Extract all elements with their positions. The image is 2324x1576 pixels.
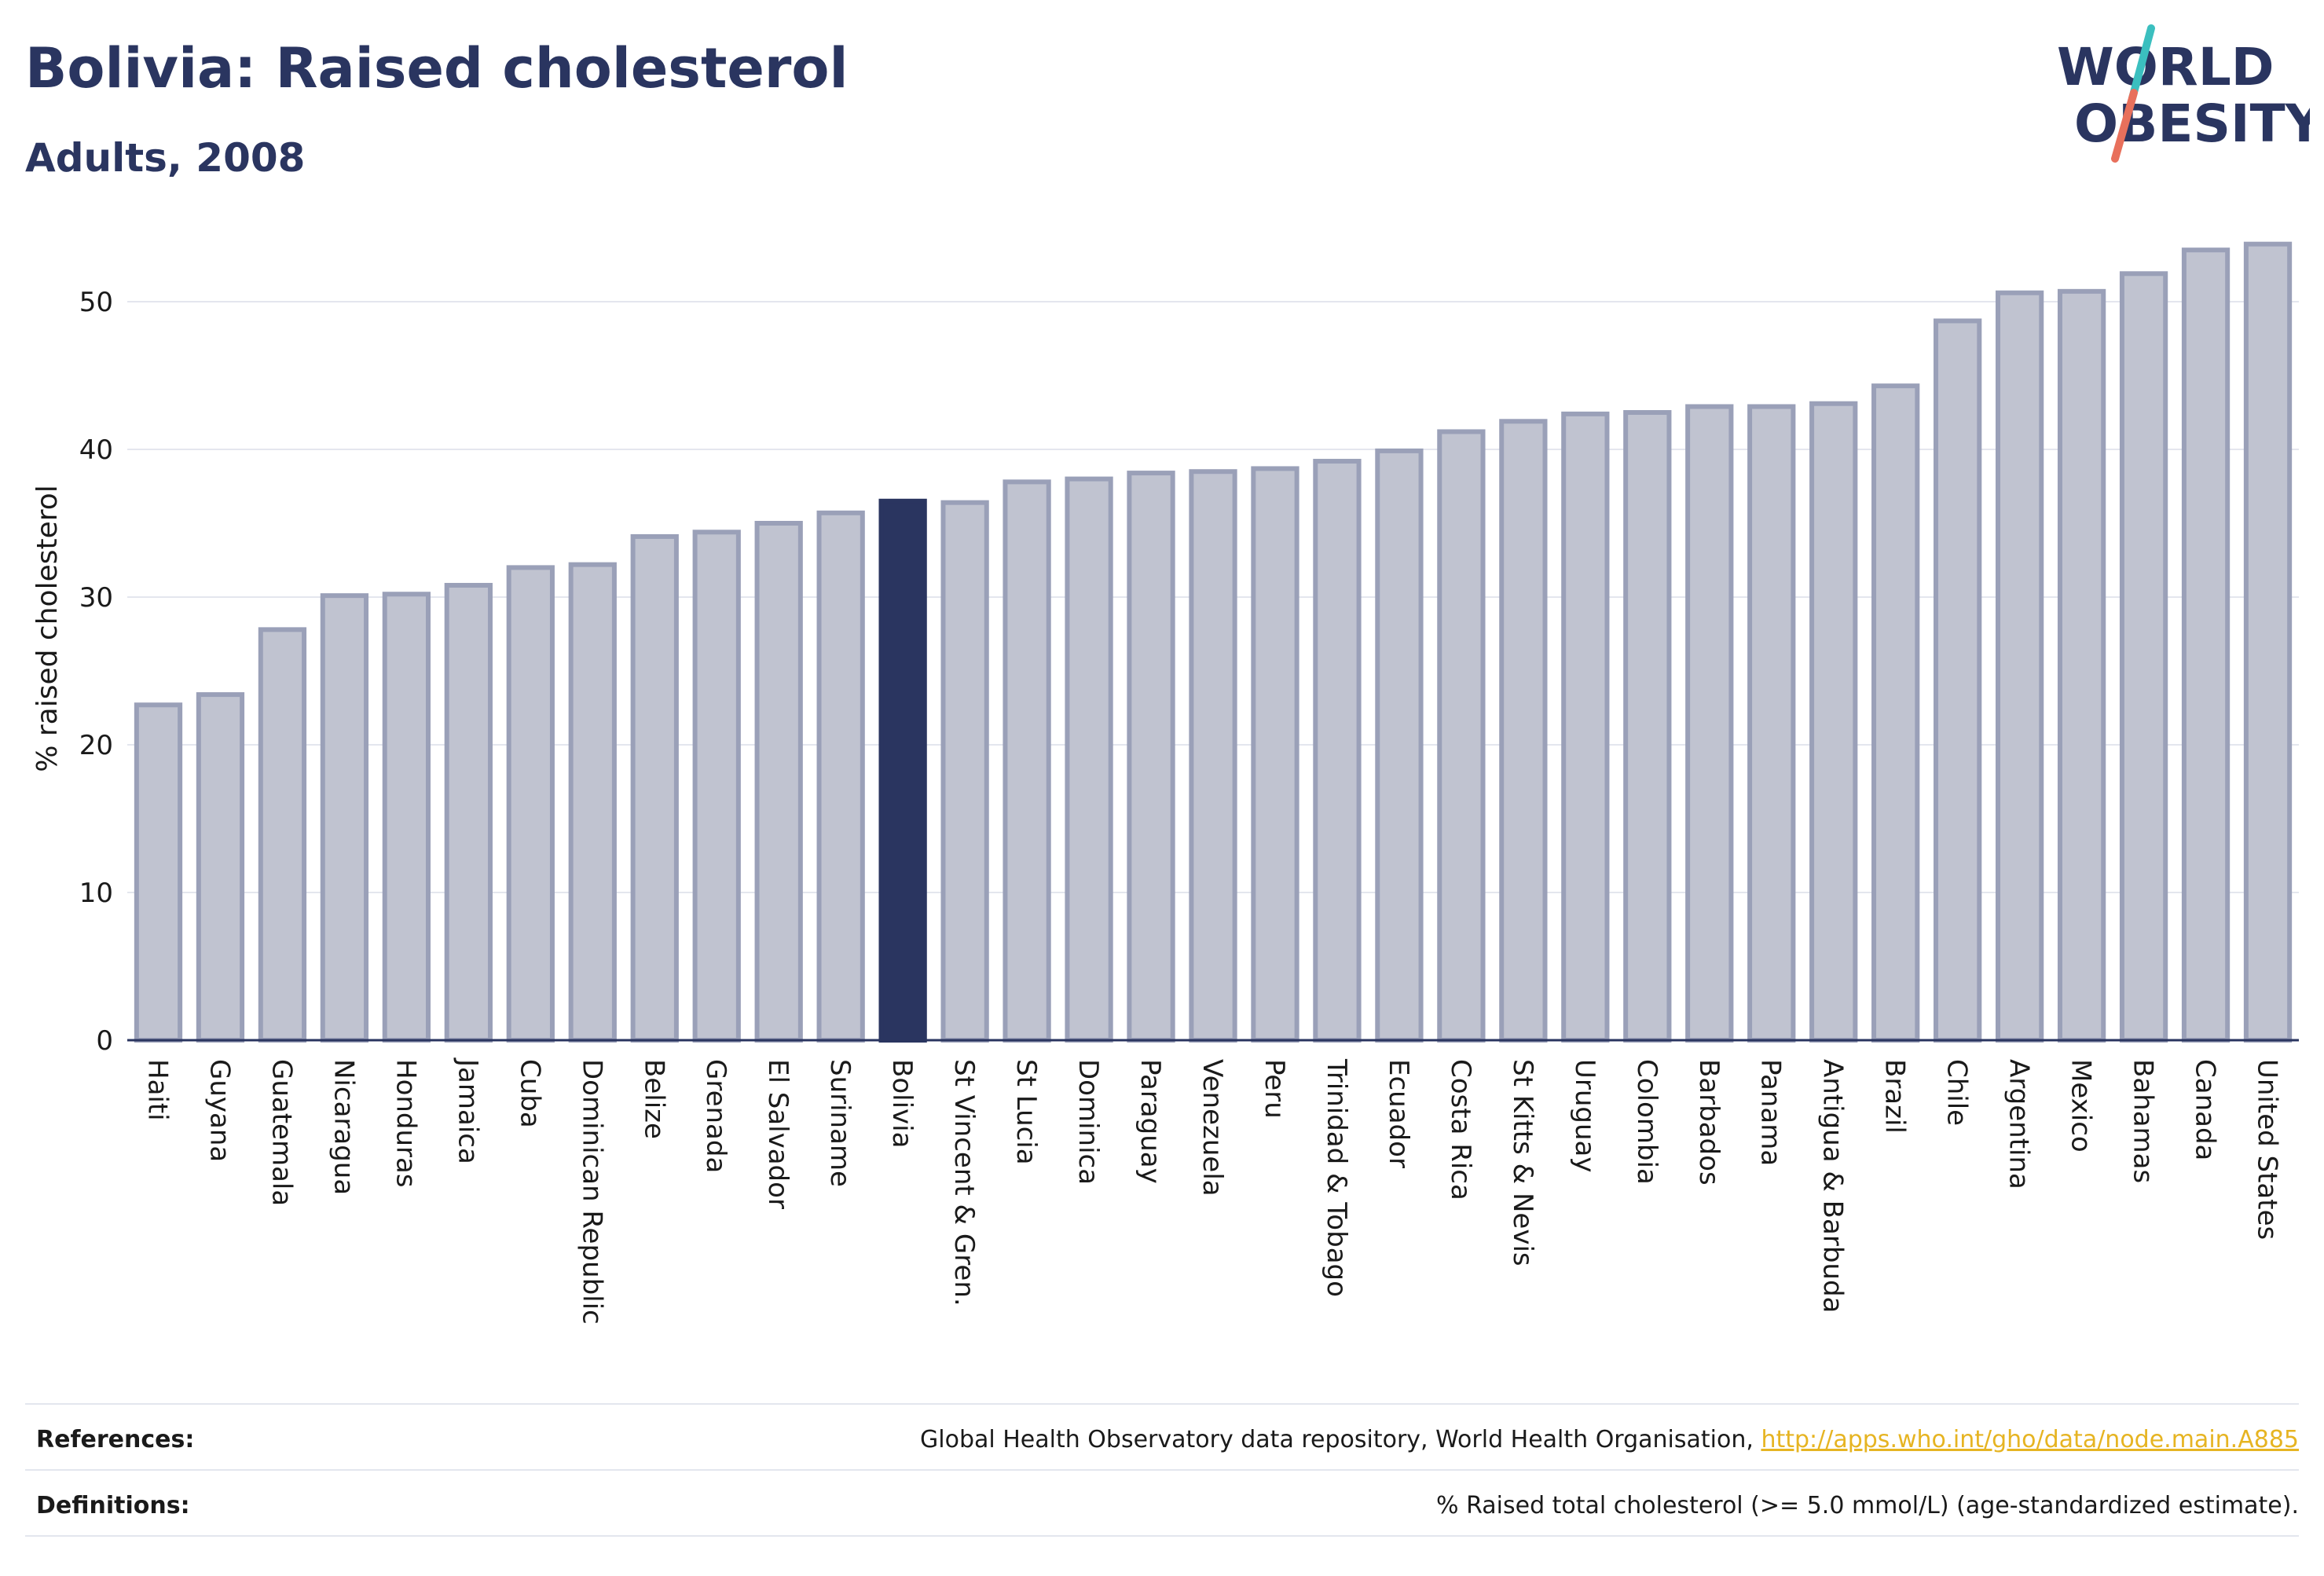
x-tick-label: St Vincent & Gren. bbox=[948, 1059, 980, 1307]
bar-colombia bbox=[1623, 410, 1672, 1043]
x-tick-label: Argentina bbox=[2003, 1059, 2035, 1189]
bar-paraguay bbox=[1127, 471, 1175, 1043]
x-tick-label: Dominican Republic bbox=[576, 1059, 607, 1325]
x-tick-label: Grenada bbox=[700, 1059, 731, 1173]
x-tick-label: United States bbox=[2252, 1059, 2283, 1240]
x-tick-label: Bolivia bbox=[886, 1059, 918, 1148]
x-tick-label: Peru bbox=[1259, 1059, 1290, 1119]
bar-st-lucia bbox=[1003, 479, 1051, 1043]
bar-canada bbox=[2181, 247, 2231, 1043]
bar-brazil bbox=[1871, 383, 1920, 1043]
definitions-text: % Raised total cholesterol (>= 5.0 mmol/… bbox=[1436, 1491, 2299, 1519]
y-axis-label: % raised cholesterol bbox=[31, 485, 64, 772]
x-tick-label: Cuba bbox=[514, 1059, 545, 1128]
x-tick-label: Jamaica bbox=[452, 1057, 483, 1164]
x-tick-label: Ecuador bbox=[1383, 1059, 1414, 1168]
references-value: Global Health Observatory data repositor… bbox=[920, 1426, 2299, 1453]
x-tick-label: Barbados bbox=[1693, 1059, 1725, 1186]
bar-haiti bbox=[134, 702, 183, 1043]
footer-divider-top bbox=[25, 1403, 2299, 1405]
x-tick-label: Paraguay bbox=[1135, 1059, 1166, 1184]
x-tick-label: Honduras bbox=[390, 1059, 421, 1188]
footer-divider-bottom bbox=[25, 1535, 2299, 1537]
x-tick-label: Venezuela bbox=[1197, 1059, 1228, 1197]
bar-belize bbox=[630, 533, 679, 1043]
bar-panama bbox=[1747, 404, 1796, 1043]
logo-word-obesity: OBESITY bbox=[2074, 93, 2310, 154]
bar-barbados bbox=[1685, 404, 1734, 1043]
bar-guyana bbox=[196, 692, 245, 1043]
x-tick-label: Trinidad & Tobago bbox=[1321, 1058, 1352, 1297]
bar-antigua-barbuda bbox=[1809, 401, 1858, 1043]
logo-word-world: WORLD bbox=[2057, 37, 2275, 97]
x-tick-label: Nicaragua bbox=[328, 1059, 359, 1195]
definitions-row: Definitions: % Raised total cholesterol … bbox=[25, 1474, 2299, 1537]
bar-peru bbox=[1251, 466, 1299, 1043]
bar-el-salvador bbox=[754, 521, 803, 1043]
x-tick-label: Bahamas bbox=[2128, 1059, 2159, 1183]
bar-uruguay bbox=[1561, 411, 1610, 1043]
references-row: References: Global Health Observatory da… bbox=[25, 1408, 2299, 1471]
bar-bolivia bbox=[878, 498, 927, 1043]
x-tick-label: Suriname bbox=[824, 1059, 856, 1187]
bar-bahamas bbox=[2119, 271, 2168, 1043]
references-text: Global Health Observatory data repositor… bbox=[920, 1425, 1761, 1453]
x-tick-label: Uruguay bbox=[1569, 1059, 1600, 1173]
bar-costa-rica bbox=[1437, 429, 1486, 1043]
y-tick-label: 40 bbox=[79, 434, 113, 466]
x-tick-label: Chile bbox=[1941, 1059, 1973, 1126]
world-obesity-logo: WORLD OBESITY bbox=[2057, 24, 2310, 163]
x-tick-label: Mexico bbox=[2066, 1059, 2097, 1153]
bar-venezuela bbox=[1189, 469, 1237, 1043]
definitions-label: Definitions: bbox=[36, 1491, 190, 1519]
logo-slash-coral bbox=[2111, 89, 2138, 163]
bar-dominican-republic bbox=[568, 562, 617, 1043]
y-tick-label: 0 bbox=[96, 1025, 113, 1057]
bar-honduras bbox=[382, 592, 431, 1043]
bar-ecuador bbox=[1375, 448, 1424, 1043]
bar-grenada bbox=[692, 530, 741, 1043]
axes: 0 10 20 30 40 50 Haiti Guyana Guatemala Nicaragua… bbox=[79, 287, 2299, 1325]
x-tick-label: Costa Rica bbox=[1445, 1059, 1476, 1200]
references-label: References: bbox=[36, 1425, 195, 1453]
bar-suriname bbox=[816, 510, 865, 1043]
bar-st-kitts-nevis bbox=[1499, 419, 1548, 1043]
bars bbox=[134, 241, 2293, 1043]
x-tick-label: Brazil bbox=[1879, 1059, 1911, 1134]
bar-dominica bbox=[1065, 476, 1113, 1043]
bar-united-states bbox=[2243, 241, 2293, 1043]
bar-st-vincent-gren- bbox=[940, 500, 989, 1043]
x-tick-label: Guatemala bbox=[266, 1059, 297, 1206]
x-tick-label: Antigua & Barbuda bbox=[1817, 1059, 1849, 1313]
x-tick-label: Canada bbox=[2190, 1059, 2221, 1160]
x-tick-label: Dominica bbox=[1072, 1059, 1104, 1185]
y-tick-label: 10 bbox=[79, 878, 113, 909]
logo-slash-teal bbox=[2128, 24, 2155, 102]
bar-mexico bbox=[2057, 288, 2106, 1043]
footer-divider-middle bbox=[25, 1469, 2299, 1471]
x-tick-label: St Lucia bbox=[1010, 1059, 1042, 1165]
chart-subtitle: Adults, 2008 bbox=[25, 135, 306, 181]
chart-title: Bolivia: Raised cholesterol bbox=[25, 36, 849, 101]
y-tick-label: 20 bbox=[79, 730, 113, 761]
x-tick-label: St Kitts & Nevis bbox=[1507, 1059, 1538, 1266]
x-tick-label: Panama bbox=[1755, 1059, 1787, 1166]
x-tick-label: Haiti bbox=[141, 1059, 173, 1121]
x-tick-label: Guyana bbox=[203, 1059, 235, 1162]
x-tick-label: Colombia bbox=[1631, 1059, 1662, 1185]
bar-jamaica bbox=[444, 582, 493, 1043]
x-tick-label: El Salvador bbox=[762, 1059, 794, 1209]
y-tick-label: 50 bbox=[79, 287, 113, 318]
bar-cuba bbox=[506, 565, 555, 1043]
bar-trinidad-tobago bbox=[1313, 459, 1362, 1043]
bar-chile bbox=[1934, 318, 1982, 1043]
bar-nicaragua bbox=[320, 593, 369, 1043]
references-link[interactable]: http://apps.who.int/gho/data/node.main.A… bbox=[1761, 1425, 2299, 1453]
y-tick-label: 30 bbox=[79, 582, 113, 614]
bar-argentina bbox=[1995, 290, 2044, 1043]
x-tick-label: Belize bbox=[638, 1059, 669, 1139]
bar-chart: 0 10 20 30 40 50 Haiti Guyana Guatemala Nicaragua… bbox=[31, 241, 2299, 1325]
bar-guatemala bbox=[258, 627, 307, 1043]
